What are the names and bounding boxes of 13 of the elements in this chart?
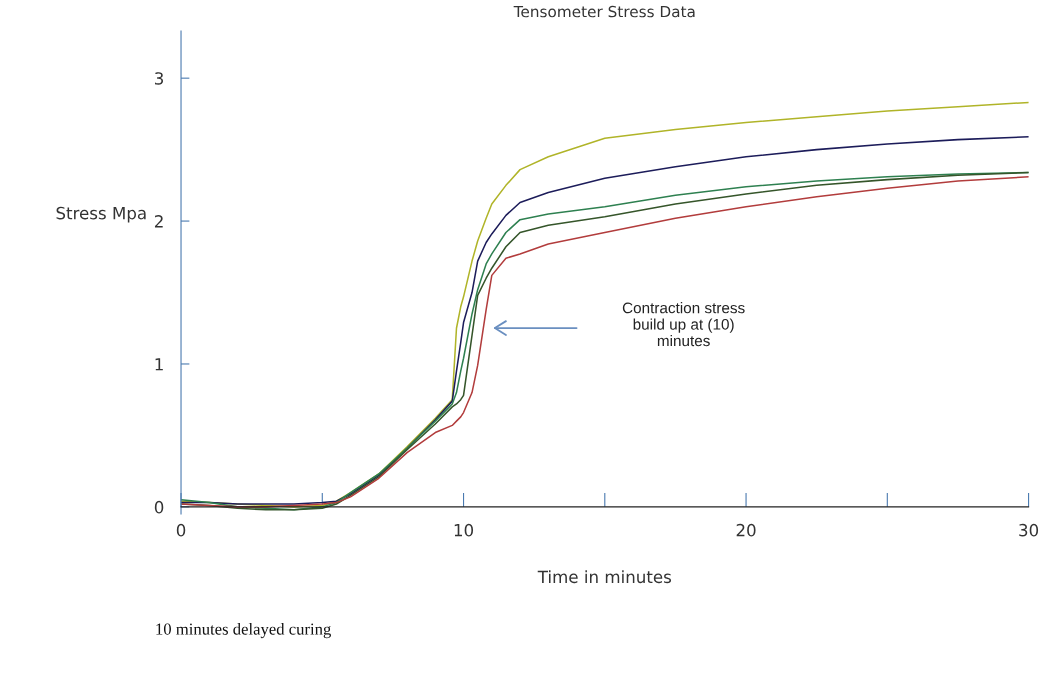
x-tick-label: 20 [736, 523, 756, 537]
x-tick-label: 10 [454, 523, 474, 537]
y-tick-label: 0 [154, 500, 164, 514]
chart-title: Tensometer Stress Data [513, 5, 695, 18]
annotation: Contraction stress build up at (10) minutes [622, 302, 745, 347]
y-tick-label: 2 [154, 215, 163, 228]
x-tick-label: 30 [1019, 523, 1039, 537]
y-tick-label: 3 [155, 72, 164, 85]
x-tick-label: 0 [176, 523, 186, 537]
y-axis-title: Stress Mpa [56, 206, 146, 223]
x-axis-title: Time in minutes [537, 570, 672, 584]
text: 10 minutes delayed curing [156, 622, 331, 639]
y-tick-label: 1 [155, 358, 163, 371]
